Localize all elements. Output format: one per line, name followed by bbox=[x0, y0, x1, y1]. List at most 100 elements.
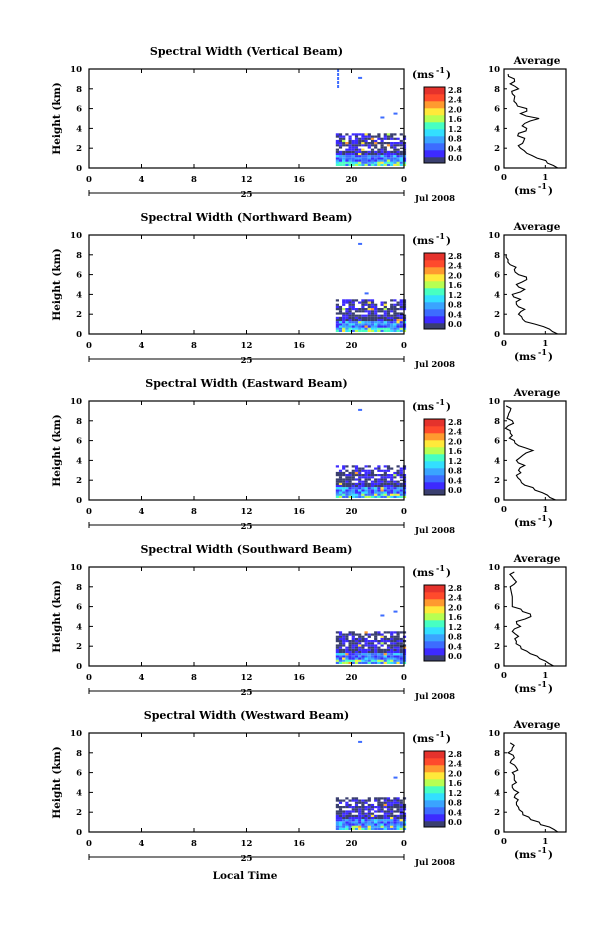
heatmap-cell bbox=[354, 644, 359, 647]
heatmap-cell bbox=[342, 642, 346, 645]
y-tick-label: 8 bbox=[76, 417, 82, 427]
heatmap-cell bbox=[364, 163, 368, 166]
heatmap-cell bbox=[380, 144, 384, 147]
heatmap-cell bbox=[345, 321, 349, 324]
heatmap-cell bbox=[383, 163, 387, 166]
heatmap-cell bbox=[338, 478, 343, 481]
heatmap-cell bbox=[390, 491, 394, 494]
heatmap-cell bbox=[338, 801, 343, 804]
heatmap-cell bbox=[399, 318, 403, 322]
heatmap-cell bbox=[393, 308, 397, 311]
heatmap-cell bbox=[367, 144, 371, 147]
heatmap-cell bbox=[383, 648, 387, 651]
colorbar-tick-label: 1.6 bbox=[448, 446, 462, 456]
heatmap-cell bbox=[345, 476, 349, 479]
heatmap-cell bbox=[364, 487, 368, 490]
heatmap-cell bbox=[370, 487, 375, 490]
heatmap-cell bbox=[367, 478, 371, 481]
heatmap-cell bbox=[354, 144, 359, 147]
heatmap-cell bbox=[377, 640, 381, 643]
heatmap-cell bbox=[367, 157, 371, 160]
heatmap-cell bbox=[351, 144, 355, 147]
heatmap-cell bbox=[351, 476, 355, 479]
heatmap-cell bbox=[364, 476, 368, 479]
heatmap-cell bbox=[377, 323, 381, 326]
heatmap-cell bbox=[399, 321, 403, 324]
x-tick-label: 16 bbox=[293, 507, 305, 517]
heatmap-cell bbox=[335, 157, 339, 160]
heatmap-cell bbox=[383, 491, 387, 494]
heatmap-cell bbox=[335, 480, 339, 483]
y-tick-label: 10 bbox=[70, 563, 82, 573]
heatmap-cell bbox=[361, 305, 365, 309]
heatmap-cell bbox=[386, 133, 391, 136]
heatmap-cell bbox=[374, 648, 378, 651]
heatmap-cell bbox=[345, 474, 349, 477]
colorbar-unit-close: ) bbox=[446, 235, 451, 247]
heatmap-cell bbox=[361, 491, 365, 494]
heatmap-cell bbox=[354, 155, 359, 158]
heatmap-cell bbox=[386, 321, 391, 324]
heatmap-cell bbox=[377, 155, 381, 158]
heatmap-cell bbox=[383, 312, 387, 315]
heatmap-cell bbox=[348, 480, 352, 483]
heatmap-cell bbox=[342, 637, 346, 641]
month-label: Jul 2008 bbox=[414, 526, 455, 536]
y-tick-label: 4 bbox=[76, 124, 82, 134]
heatmap-cell bbox=[361, 316, 365, 319]
heatmap-cell bbox=[342, 635, 346, 638]
colorbar-segment bbox=[424, 260, 445, 268]
heatmap-cell bbox=[335, 327, 339, 330]
colorbar-segment bbox=[424, 648, 445, 656]
heatmap-cell bbox=[393, 310, 397, 313]
heatmap-cell bbox=[354, 478, 359, 481]
heatmap-cell bbox=[358, 161, 362, 164]
colorbar-segment bbox=[424, 585, 445, 593]
heatmap-cell bbox=[335, 312, 339, 315]
avg-profile-line bbox=[507, 73, 558, 169]
heatmap-cell bbox=[377, 801, 381, 804]
x-tick-label: 12 bbox=[241, 673, 253, 683]
x-tick-label: 16 bbox=[293, 673, 305, 683]
heatmap-cell bbox=[370, 137, 375, 140]
heatmap-cell bbox=[364, 301, 368, 304]
heatmap-cell bbox=[367, 659, 371, 662]
heatmap-cell bbox=[396, 659, 400, 662]
y-tick-label: 2 bbox=[76, 144, 82, 154]
heatmap-cell bbox=[374, 314, 378, 317]
heatmap-cell bbox=[342, 301, 346, 304]
heatmap-cell bbox=[390, 308, 394, 311]
heatmap-cell bbox=[396, 321, 400, 324]
heatmap-cell bbox=[377, 655, 381, 658]
heatmap-cell bbox=[338, 308, 343, 311]
x-tick-label: 4 bbox=[139, 839, 145, 849]
heatmap-cell bbox=[380, 801, 384, 804]
heatmap-cell bbox=[396, 808, 400, 811]
heatmap-cell bbox=[342, 659, 346, 662]
heatmap-cell bbox=[358, 478, 362, 481]
heatmap-cell bbox=[338, 808, 343, 811]
heatmap-cells bbox=[335, 69, 407, 166]
heatmap-cell bbox=[380, 810, 384, 813]
heatmap-cell bbox=[383, 471, 387, 475]
colorbar-tick-label: 1.2 bbox=[448, 290, 462, 300]
heatmap-cell bbox=[370, 814, 375, 817]
heatmap-cell bbox=[386, 137, 391, 140]
heatmap-cell bbox=[370, 819, 375, 822]
colorbar-segment bbox=[424, 440, 445, 448]
heatmap-cell bbox=[367, 657, 371, 660]
heatmap-cell bbox=[390, 303, 394, 306]
heatmap-cell bbox=[367, 827, 371, 830]
heatmap-cell bbox=[354, 308, 359, 311]
y-tick-label: 6 bbox=[76, 769, 82, 779]
heatmap-cell bbox=[338, 491, 343, 494]
heatmap-cell bbox=[393, 648, 397, 651]
heatmap-cell bbox=[361, 644, 365, 647]
heatmap-cell bbox=[374, 152, 378, 156]
heatmap-cell bbox=[351, 823, 355, 826]
heatmap-cell bbox=[345, 163, 349, 166]
heatmap-cell bbox=[361, 152, 365, 156]
heatmap-cell bbox=[390, 801, 394, 804]
heatmap-cell bbox=[374, 827, 378, 830]
